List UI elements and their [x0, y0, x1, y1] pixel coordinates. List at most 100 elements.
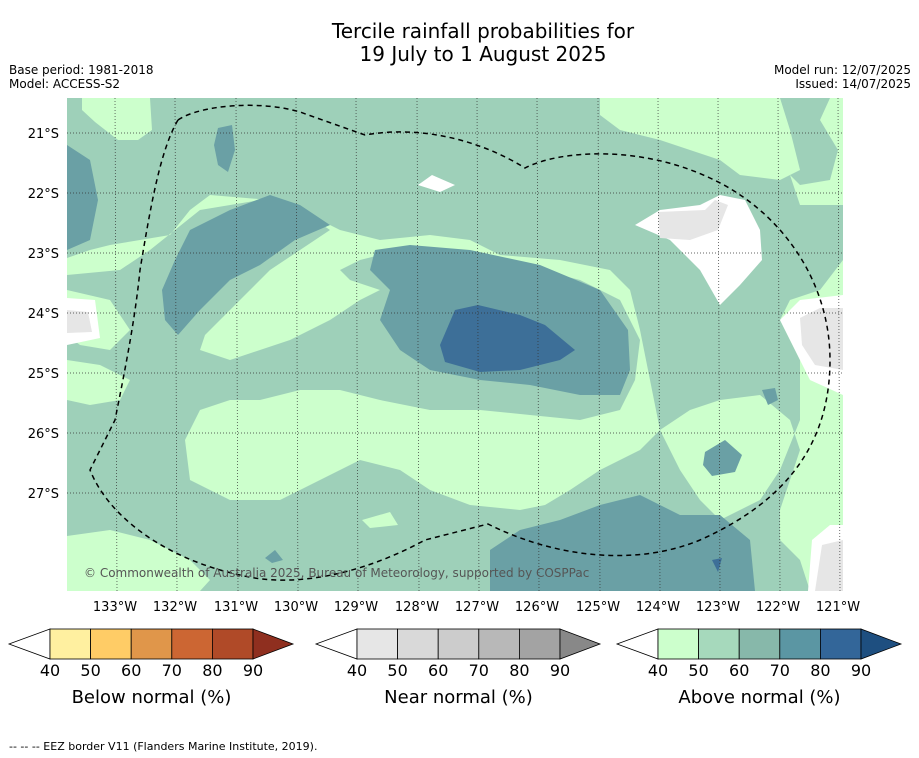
field-region-70-south-dot: [265, 550, 283, 563]
colorbar-segment: [698, 628, 740, 660]
lon-tick-label: 133°W: [93, 600, 137, 615]
lat-tick-label: 22°S: [28, 187, 59, 202]
field-region-70-southeast: [490, 495, 755, 591]
lon-gridline: [476, 97, 480, 592]
lon-gridline: [837, 97, 841, 592]
lon-gridline: [295, 97, 299, 592]
colorbar-tick-label: 50: [80, 661, 100, 680]
lon-gridline: [174, 97, 178, 592]
lat-tick-label: 23°S: [28, 247, 59, 262]
colorbar-segment: [130, 628, 173, 660]
colorbar-segment: [519, 628, 561, 660]
lon-tick-label: 131°W: [214, 600, 258, 615]
model-run: Model run: 12/07/2025: [773, 63, 911, 77]
rainfall-map: © Commonwealth of Australia 2025, Bureau…: [7, 97, 903, 708]
colorbar-min-extend: [7, 628, 51, 660]
colorbar-segment: [171, 628, 213, 660]
colorbar-segment: [437, 628, 480, 660]
lon-gridline: [536, 97, 540, 592]
lat-tick-label: 25°S: [28, 367, 59, 382]
longitude-axis: 133°W 132°W 131°W 130°W 129°W 128°W 127°W 126°W…: [93, 600, 860, 615]
colorbar-tick-label: 90: [851, 661, 871, 680]
eez-border: [89, 104, 831, 581]
copyright-text: © Commonwealth of Australia 2025, Bureau…: [84, 566, 589, 580]
colorbar-tick-label: 60: [428, 661, 448, 680]
lon-tick-label: 123°W: [696, 600, 740, 615]
field-region-80-south-dot: [712, 558, 722, 572]
colorbar-segment: [657, 628, 699, 660]
lat-tick-label: 24°S: [28, 307, 59, 322]
colorbar-tick-label: 90: [243, 661, 263, 680]
meta-left: Base period: 1981-2018 Model: ACCESS-S2: [9, 63, 154, 91]
colorbar-1: 40 50 60 70 80 90 Near normal (%): [314, 628, 602, 708]
lon-gridline: [657, 97, 661, 592]
field-region-40-north: [82, 98, 152, 140]
colorbar-label: Above normal (%): [678, 687, 840, 708]
colorbar-tick-label: 70: [770, 661, 790, 680]
lon-tick-label: 121°W: [816, 600, 860, 615]
lon-gridline: [597, 97, 601, 592]
colorbar-segment: [820, 628, 862, 660]
colorbar-tick-label: 60: [121, 661, 141, 680]
colorbar-tick-label: 40: [40, 661, 60, 680]
colorbar-tick-label: 40: [347, 661, 367, 680]
field-region-70-west-edge: [67, 145, 98, 250]
lon-gridline: [355, 97, 359, 592]
colorbar-max-extend: [252, 628, 295, 660]
lat-tick-label: 27°S: [28, 487, 59, 502]
field-region-40-south-west: [67, 530, 210, 591]
lon-tick-label: 124°W: [636, 600, 680, 615]
lon-tick-label: 122°W: [756, 600, 800, 615]
colorbar-segment: [397, 628, 439, 660]
lon-tick-label: 132°W: [153, 600, 197, 615]
lon-tick-label: 125°W: [576, 600, 620, 615]
field-region-near-far-east: [800, 308, 843, 370]
lon-gridline: [416, 97, 420, 592]
lon-tick-label: 128°W: [395, 600, 439, 615]
colorbar-label: Below normal (%): [72, 687, 232, 708]
colorbar-tick-label: 50: [688, 661, 708, 680]
title-line-2: 19 July to 1 August 2025: [359, 42, 607, 66]
colorbars: 40 50 60 70 80 90 Below normal (%) 40 50 60 70 80 90…: [7, 628, 903, 708]
colorbar-tick-label: 50: [387, 661, 407, 680]
colorbar-segment: [478, 628, 520, 660]
colorbar-tick-label: 40: [648, 661, 668, 680]
colorbar-segment: [356, 628, 398, 660]
probability-field: [67, 98, 843, 591]
field-region-near-west: [67, 310, 92, 333]
latitude-axis: 21°S 22°S 23°S 24°S 25°S 26°S 27°S: [28, 127, 59, 502]
lon-gridline: [717, 97, 721, 592]
base-period: Base period: 1981-2018: [9, 63, 154, 77]
field-region-70-east-dot: [762, 388, 778, 405]
colorbar-tick-label: 80: [202, 661, 222, 680]
colorbar-tick-label: 80: [509, 661, 529, 680]
lat-tick-label: 21°S: [28, 127, 59, 142]
colorbar-label: Near normal (%): [384, 687, 533, 708]
lon-tick-label: 127°W: [455, 600, 499, 615]
field-region-70-northwest: [162, 195, 330, 335]
field-region-near-east: [658, 200, 728, 240]
field-region-70-north-small: [214, 125, 235, 172]
colorbar-segment: [779, 628, 821, 660]
field-region-40-small-south: [362, 512, 398, 528]
colorbar-tick-label: 90: [550, 661, 570, 680]
field-region-40-east-top: [600, 98, 800, 180]
colorbar-segment: [49, 628, 91, 660]
field-region-80-core: [440, 305, 575, 372]
lon-gridline: [114, 97, 118, 592]
lon-tick-label: 126°W: [515, 600, 559, 615]
field-region-70-east-small: [703, 440, 742, 476]
lat-tick-label: 26°S: [28, 427, 59, 442]
issued-date: Issued: 14/07/2025: [795, 77, 911, 91]
colorbar-max-extend: [559, 628, 602, 660]
field-region-40-lower-west: [67, 360, 130, 405]
field-region-near-southeast: [815, 540, 843, 591]
colorbar-tick-label: 70: [469, 661, 489, 680]
title-line-1: Tercile rainfall probabilities for: [331, 19, 635, 43]
colorbar-max-extend: [860, 628, 903, 660]
lon-tick-label: 130°W: [274, 600, 318, 615]
colorbar-tick-label: 60: [729, 661, 749, 680]
footnote-eez: -- -- -- EEZ border V11 (Flanders Marine…: [9, 740, 318, 753]
model-name: Model: ACCESS-S2: [9, 77, 121, 91]
colorbar-0: 40 50 60 70 80 90 Below normal (%): [7, 628, 295, 708]
